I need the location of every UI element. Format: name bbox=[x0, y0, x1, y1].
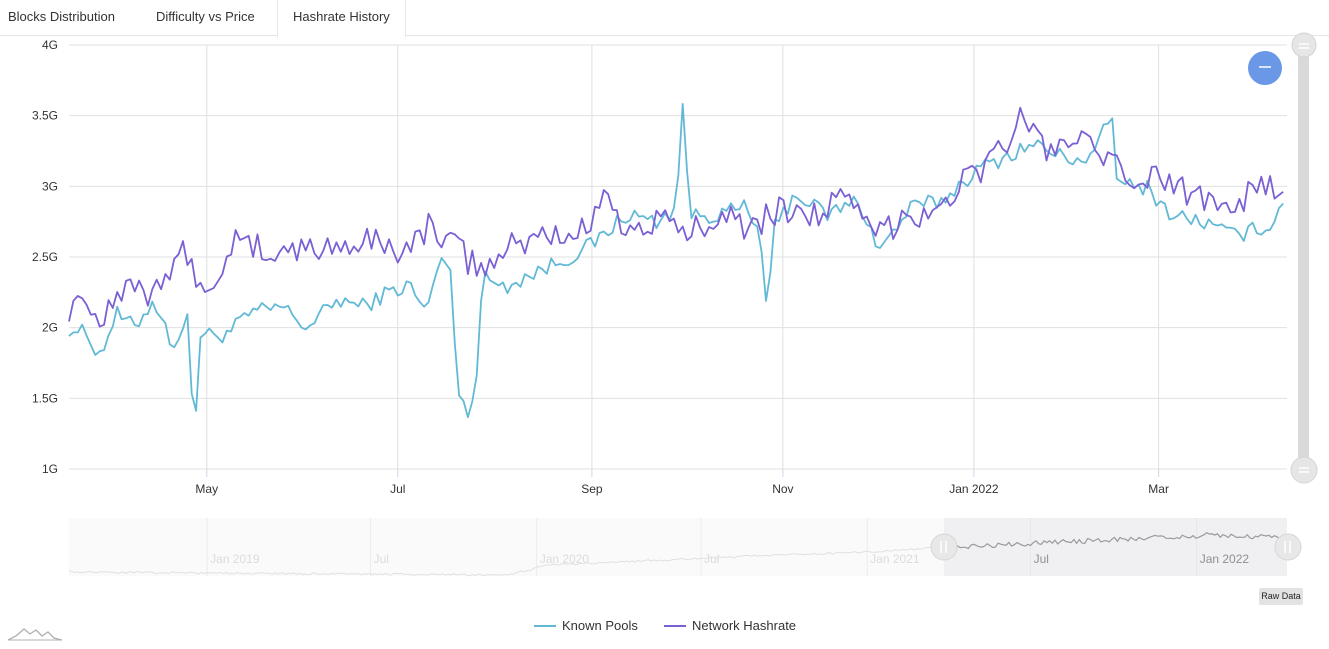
y-axis: 1G 1.5G 2G 2.5G 3G 3.5G 4G bbox=[32, 38, 58, 476]
x-tick-label: Nov bbox=[772, 482, 793, 496]
plot-area bbox=[68, 103, 1284, 419]
legend-label-known-pools: Known Pools bbox=[562, 618, 638, 633]
series-line-known-pools bbox=[68, 103, 1284, 419]
scroll-handle-icon[interactable] bbox=[1291, 32, 1317, 58]
navigator-selection[interactable] bbox=[944, 518, 1287, 576]
y-tick-label: 2G bbox=[42, 321, 58, 335]
x-tick-label: Mar bbox=[1148, 482, 1169, 496]
vertical-scrollbar[interactable] bbox=[1290, 32, 1318, 484]
x-tick-label: Jan 2022 bbox=[949, 482, 999, 496]
y-tick-label: 1.5G bbox=[32, 391, 58, 405]
tab-hashrate-history[interactable]: Hashrate History bbox=[277, 0, 406, 37]
tab-bar: Blocks Distribution Difficulty vs Price … bbox=[0, 0, 1329, 37]
navigator-background bbox=[69, 518, 1287, 576]
legend-item-known-pools[interactable]: Known Pools bbox=[534, 617, 638, 635]
navigator-handle-left[interactable] bbox=[930, 533, 958, 561]
zoom-out-button[interactable] bbox=[1248, 51, 1282, 85]
navigator-series-outside bbox=[68, 546, 936, 577]
navigator-tick-label: Jan 2020 bbox=[540, 552, 590, 566]
x-axis: May Jul Sep Nov Jan 2022 Mar bbox=[195, 469, 1169, 496]
legend-swatch-network-hashrate bbox=[664, 624, 686, 627]
navigator-x-axis: Jan 2019 Jul Jan 2020 Jul Jan 2021 Jul Jan 202… bbox=[206, 518, 1250, 576]
y-tick-label: 4G bbox=[42, 38, 58, 52]
x-tick-label: May bbox=[195, 482, 218, 496]
navigator-tick-label: Jul bbox=[1034, 552, 1049, 566]
navigator-tick-label: Jul bbox=[704, 552, 719, 566]
sparkline-logo-icon bbox=[7, 628, 63, 641]
navigator-tick-label: Jul bbox=[374, 552, 389, 566]
x-tick-label: Sep bbox=[581, 482, 603, 496]
legend: Known Pools Network Hashrate bbox=[0, 617, 1329, 637]
grid-lines bbox=[69, 44, 1287, 470]
x-tick-label: Jul bbox=[390, 482, 405, 496]
y-tick-label: 1G bbox=[42, 462, 58, 476]
raw-data-button[interactable]: Raw Data bbox=[1259, 588, 1303, 605]
y-tick-label: 3.5G bbox=[32, 109, 58, 123]
y-tick-label: 3G bbox=[42, 179, 58, 193]
navigator-handle-right[interactable] bbox=[1274, 533, 1302, 561]
navigator[interactable]: Jan 2019 Jul Jan 2020 Jul Jan 2021 Jul Jan 202… bbox=[68, 518, 1302, 577]
tab-blocks-distribution[interactable]: Blocks Distribution bbox=[8, 9, 115, 24]
legend-label-network-hashrate: Network Hashrate bbox=[692, 618, 797, 633]
series-line-network-hashrate bbox=[68, 106, 1284, 328]
y-tick-label: 2.5G bbox=[32, 250, 58, 264]
tab-difficulty-vs-price[interactable]: Difficulty vs Price bbox=[156, 9, 255, 24]
navigator-tick-label: Jan 2022 bbox=[1200, 552, 1250, 566]
scrollbar-track[interactable] bbox=[1298, 48, 1309, 468]
navigator-tick-label: Jan 2021 bbox=[870, 552, 920, 566]
navigator-series-selected bbox=[935, 532, 1286, 550]
scroll-handle-bottom-icon[interactable] bbox=[1290, 456, 1318, 484]
legend-swatch-known-pools bbox=[534, 624, 556, 627]
navigator-tick-label: Jan 2019 bbox=[210, 552, 260, 566]
legend-item-network-hashrate[interactable]: Network Hashrate bbox=[664, 617, 796, 635]
